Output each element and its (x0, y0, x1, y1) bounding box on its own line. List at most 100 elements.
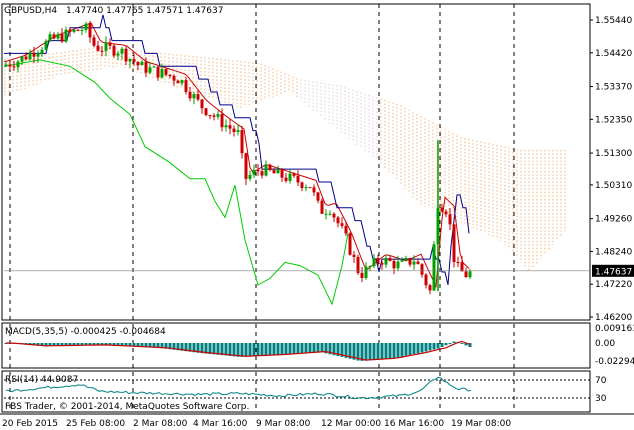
candle (388, 255, 392, 262)
rsi-panel[interactable] (5, 376, 472, 400)
candle (456, 256, 460, 267)
macd-bar (416, 343, 420, 354)
macd-bar (460, 343, 464, 344)
candle-body (124, 48, 128, 62)
candle-body (216, 114, 220, 117)
macd-bar (256, 343, 260, 357)
candle (368, 265, 372, 272)
macd-bar (376, 343, 380, 360)
candle-body (180, 80, 184, 84)
candle-body (228, 125, 232, 129)
macd-bar (336, 343, 340, 357)
candle (244, 152, 248, 186)
candle-body (108, 42, 112, 46)
candle-body (212, 115, 216, 117)
macd-bar (156, 343, 160, 348)
candle-body (392, 260, 396, 269)
candle-body (288, 173, 292, 181)
current-price-tag (592, 264, 634, 277)
macd-bar (340, 343, 344, 357)
candle-body (36, 53, 40, 57)
macd-bar (112, 343, 116, 346)
candle-body (60, 34, 64, 42)
candle-body (316, 192, 320, 201)
candle-body (208, 115, 212, 117)
macd-bar (136, 343, 140, 347)
candle (468, 268, 472, 280)
candle-body (384, 257, 388, 265)
candle-body (240, 130, 244, 154)
candle-body (284, 177, 288, 181)
macd-bar (324, 343, 328, 354)
time-tick-label: 16 Mar 16:00 (384, 419, 444, 429)
ohlc-readout: 1.47740 1.47765 1.47571 1.47637 (66, 6, 223, 16)
macd-bar (252, 343, 256, 357)
candle-body (272, 170, 276, 174)
macd-bar (452, 341, 456, 343)
macd-bar (424, 343, 428, 352)
candle-body (224, 125, 228, 128)
macd-bar (236, 343, 240, 357)
candle (76, 29, 80, 32)
macd-bar (436, 343, 440, 349)
macd-bar (232, 343, 236, 357)
candle (424, 273, 428, 289)
macd-bar (468, 343, 472, 347)
candle-body (84, 23, 88, 30)
candle-body (236, 130, 240, 133)
candle (200, 99, 204, 114)
candle (336, 215, 340, 228)
candle-body (464, 271, 468, 278)
candle-body (260, 171, 264, 176)
macd-bar (292, 343, 296, 354)
candle (280, 167, 284, 182)
time-tick-label: 9 Mar 08:00 (256, 419, 311, 429)
candle-body (64, 29, 68, 42)
current-price-line: 1.47637 (4, 264, 634, 277)
price-tick-label: 1.46200 (595, 313, 632, 323)
price-tick-label: 1.52350 (595, 115, 632, 125)
candle-body (44, 40, 48, 50)
candle (304, 184, 308, 192)
candle (240, 126, 244, 159)
panel-frame-1 (1, 322, 591, 369)
candle (192, 91, 196, 105)
candle (160, 63, 164, 79)
macd-bar (400, 343, 404, 357)
macd-bar (388, 343, 392, 359)
candle-body (320, 200, 324, 214)
rsi-tick-label: 70 (595, 376, 607, 386)
macd-bar (408, 343, 412, 355)
candle-body (192, 94, 196, 99)
candle-body (248, 174, 252, 179)
candle-body (256, 169, 260, 172)
macd-bar (392, 343, 396, 359)
candle-body (364, 266, 368, 278)
candlesticks[interactable] (4, 20, 472, 295)
macd-bar (396, 343, 400, 358)
macd-bar (216, 343, 220, 355)
candle (28, 49, 32, 61)
macd-bar (268, 343, 272, 356)
candle-body (204, 108, 208, 116)
candle-body (120, 48, 124, 54)
candle (176, 79, 180, 84)
macd-bar (152, 343, 156, 348)
candle (32, 46, 36, 63)
macd-bar (36, 343, 40, 346)
candle (400, 257, 404, 263)
candle (404, 255, 408, 262)
candle-body (96, 45, 100, 51)
candle-body (148, 67, 152, 73)
candle (296, 170, 300, 187)
candle (352, 251, 356, 264)
candle (92, 34, 96, 48)
candle (340, 217, 344, 229)
candle (308, 186, 312, 189)
macd-tick-label: 0.009161 (595, 324, 634, 334)
macd-panel[interactable] (4, 340, 472, 361)
macd-bar (328, 343, 332, 355)
time-tick-label: 19 Mar 08:00 (451, 419, 511, 429)
